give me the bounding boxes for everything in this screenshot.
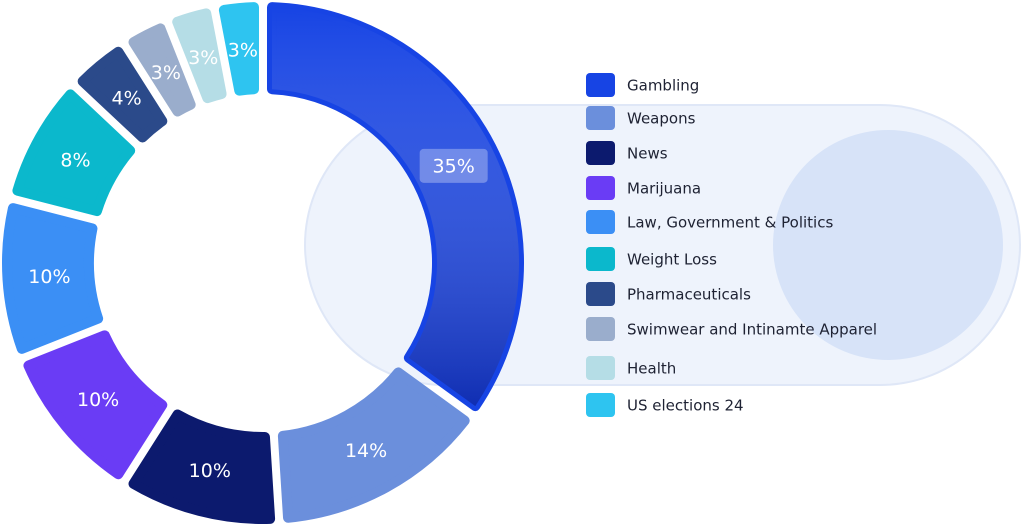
legend-swatch: [586, 317, 615, 341]
donut-segment: [23, 330, 168, 480]
data-label: 14%: [345, 440, 387, 462]
legend-swatch: [586, 176, 615, 200]
donut-segment: [218, 2, 260, 96]
legend-label: Pharmaceuticals: [627, 286, 751, 304]
donut-segment: [77, 46, 168, 143]
data-label: 3%: [151, 62, 181, 84]
donut-segment: [277, 367, 470, 523]
legend-label: Law, Government & Politics: [627, 214, 833, 232]
donut-segment: [128, 409, 276, 524]
data-label: 3%: [188, 47, 218, 69]
donut-segment: [172, 8, 227, 104]
data-label: 35%: [433, 155, 475, 177]
legend-label: US elections 24: [627, 397, 744, 415]
legend-swatch: [586, 106, 615, 130]
legend-swatch: [586, 356, 615, 380]
legend-swatch: [586, 282, 615, 306]
data-label: 10%: [77, 389, 119, 411]
legend-label: Swimwear and Intinamte Apparel: [627, 321, 877, 339]
donut-segment: [12, 89, 136, 217]
decor-circle: [773, 130, 1003, 360]
legend-swatch: [586, 393, 615, 417]
legend-label: Health: [627, 360, 676, 378]
segment-shade: [271, 7, 519, 407]
data-label: 10%: [189, 460, 231, 482]
legend-swatch: [586, 210, 615, 234]
data-label: 4%: [112, 88, 142, 110]
donut-segment: [128, 23, 196, 117]
legend-label: Marijuana: [627, 180, 701, 198]
data-label: 3%: [228, 39, 258, 61]
legend-label: Weight Loss: [627, 251, 717, 269]
legend-label: Gambling: [627, 77, 699, 95]
donut-segment: [2, 203, 104, 354]
legend-swatch: [586, 73, 615, 97]
data-label: 10%: [28, 266, 70, 288]
data-label: 8%: [60, 149, 90, 171]
legend-swatch: [586, 247, 615, 271]
label-badge: [419, 148, 488, 183]
legend-swatch: [586, 141, 615, 165]
legend-label: Weapons: [627, 110, 696, 128]
legend-label: News: [627, 145, 668, 163]
